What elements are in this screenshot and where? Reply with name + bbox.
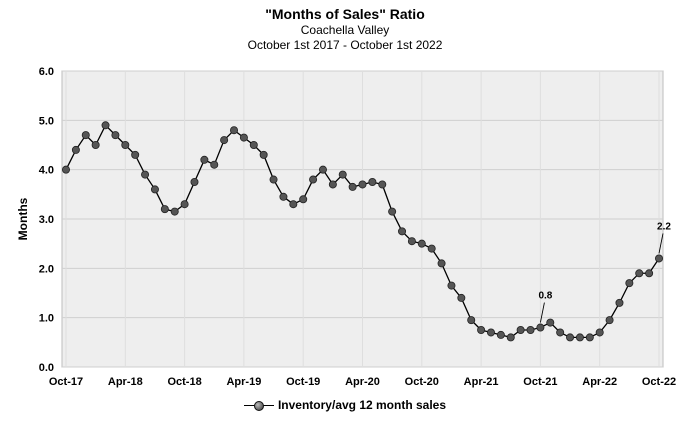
data-label-leader xyxy=(539,302,545,323)
data-point xyxy=(318,165,327,174)
data-point xyxy=(427,244,436,253)
x-tick-label: Oct-19 xyxy=(286,376,320,388)
data-point xyxy=(269,175,278,184)
y-tick-label: 6.0 xyxy=(39,66,54,78)
data-labels: 0.8 2.2 xyxy=(538,221,671,323)
data-label: 0.8 xyxy=(538,291,552,302)
data-point xyxy=(299,195,308,204)
data-point xyxy=(190,177,199,186)
data-point xyxy=(477,325,486,334)
data-point xyxy=(417,239,426,248)
x-tick-label: Apr-22 xyxy=(582,376,617,388)
data-point xyxy=(111,131,120,140)
data-point xyxy=(506,333,515,342)
data-point xyxy=(121,140,130,149)
data-point xyxy=(615,298,624,307)
data-point xyxy=(575,333,584,342)
data-point xyxy=(309,175,318,184)
data-point xyxy=(546,318,555,327)
data-point xyxy=(141,170,150,179)
x-tick-label: Oct-17 xyxy=(49,376,83,388)
x-tick-label: Apr-18 xyxy=(108,376,143,388)
data-point xyxy=(378,180,387,189)
data-point xyxy=(585,333,594,342)
data-point xyxy=(496,330,505,339)
data-point xyxy=(289,200,298,209)
data-point xyxy=(348,182,357,191)
data-point xyxy=(279,192,288,201)
data-point xyxy=(526,325,535,334)
data-point xyxy=(398,227,407,236)
y-tick-label: 5.0 xyxy=(39,115,54,127)
data-point xyxy=(239,133,248,142)
data-point xyxy=(230,126,239,135)
chart-title: "Months of Sales" Ratio xyxy=(265,6,425,22)
y-axis-label: Months xyxy=(16,197,30,240)
x-axis-ticks: Oct-17 Apr-18 Oct-18 Apr-19 Oct-19 Apr-20 Oct-… xyxy=(49,376,676,388)
y-tick-label: 4.0 xyxy=(39,165,54,177)
x-tick-label: Oct-18 xyxy=(167,376,201,388)
data-point xyxy=(368,177,377,186)
x-tick-label: Apr-20 xyxy=(345,376,380,388)
data-point xyxy=(467,316,476,325)
data-point xyxy=(150,185,159,194)
data-point xyxy=(447,281,456,290)
data-point xyxy=(566,333,575,342)
data-point xyxy=(101,121,110,130)
data-point xyxy=(556,328,565,337)
data-point xyxy=(91,140,100,149)
data-point xyxy=(131,150,140,159)
y-tick-label: 3.0 xyxy=(39,214,54,226)
data-point xyxy=(595,328,604,337)
data-point xyxy=(536,323,545,332)
gridlines xyxy=(62,70,663,368)
data-label-leader xyxy=(658,233,664,254)
data-point xyxy=(220,136,229,145)
data-point xyxy=(71,145,80,154)
data-point xyxy=(516,325,525,334)
data-point xyxy=(249,140,258,149)
data-point xyxy=(358,180,367,189)
data-label: 2.2 xyxy=(657,221,671,232)
chart-subtitle: Coachella Valley xyxy=(300,23,390,37)
data-point xyxy=(407,237,416,246)
data-point xyxy=(645,269,654,278)
data-point xyxy=(605,316,614,325)
data-point xyxy=(81,131,90,140)
data-point xyxy=(338,170,347,179)
x-tick-label: Apr-19 xyxy=(226,376,261,388)
data-point xyxy=(437,259,446,268)
chart-titles: "Months of Sales" Ratio Coachella Valley… xyxy=(0,6,690,53)
legend: Inventory/avg 12 month sales xyxy=(0,398,690,412)
x-tick-label: Apr-21 xyxy=(464,376,499,388)
data-point xyxy=(62,165,71,174)
data-point xyxy=(259,150,268,159)
x-tick-label: Oct-22 xyxy=(642,376,676,388)
data-point xyxy=(328,180,337,189)
data-point xyxy=(388,207,397,216)
y-axis-ticks: 0.0 1.0 2.0 3.0 4.0 5.0 6.0 xyxy=(39,66,54,374)
chart-date-range: October 1st 2017 - October 1st 2022 xyxy=(247,38,443,52)
y-tick-label: 2.0 xyxy=(39,263,54,275)
data-point xyxy=(486,328,495,337)
y-tick-label: 0.0 xyxy=(39,362,54,374)
data-point xyxy=(625,279,634,288)
legend-label: Inventory/avg 12 month sales xyxy=(277,398,447,412)
y-tick-label: 1.0 xyxy=(39,313,54,325)
x-tick-label: Oct-21 xyxy=(523,376,557,388)
legend-marker-icon xyxy=(243,400,274,411)
series-inventory xyxy=(62,121,664,342)
data-point xyxy=(160,205,169,214)
data-point xyxy=(180,200,189,209)
x-tick-label: Oct-20 xyxy=(405,376,439,388)
data-point xyxy=(635,269,644,278)
data-point xyxy=(210,160,219,169)
data-point xyxy=(457,293,466,302)
data-point xyxy=(200,155,209,164)
data-point xyxy=(170,207,179,216)
data-point xyxy=(655,254,664,263)
